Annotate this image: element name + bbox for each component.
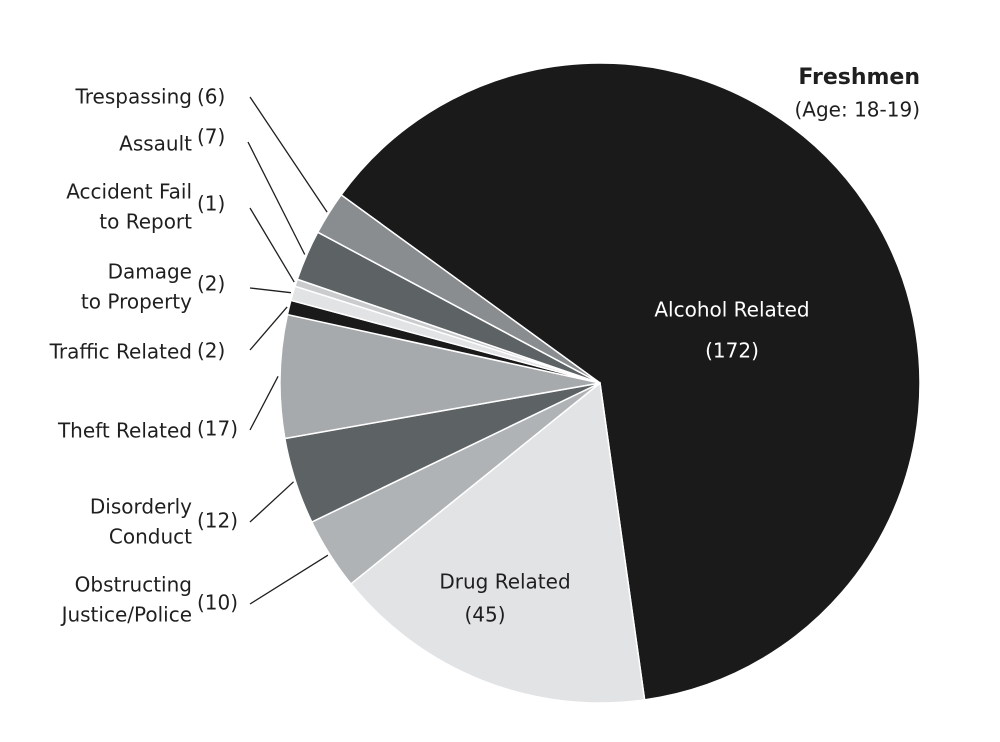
slice-label: Obstructing [75, 573, 192, 597]
pie-slice [340, 62, 921, 701]
leader-line [249, 554, 329, 605]
slice-label: Disorderly [90, 495, 192, 519]
pie-slice [279, 313, 601, 440]
slice-label: Justice/Police [60, 603, 192, 627]
value-label: (6) [197, 85, 225, 109]
leader-line [249, 207, 295, 283]
slice-label: Assault [119, 132, 192, 156]
value-label: (2) [197, 339, 225, 363]
slice-label: Traffic Related [49, 340, 192, 364]
chart-subtitle: (Age: 18-19) [795, 98, 921, 122]
slice-label: Alcohol Related [654, 298, 809, 322]
leader-line [247, 141, 306, 255]
slice-label: Damage [108, 260, 192, 284]
pie-slice [316, 193, 601, 384]
slice-label: Theft Related [57, 419, 192, 443]
value-label: (172) [705, 339, 759, 363]
value-label: (10) [197, 591, 238, 615]
value-label: (1) [197, 192, 225, 216]
pie-slice [349, 381, 646, 704]
leader-line [249, 287, 292, 294]
value-label: (2) [197, 272, 225, 296]
leader-line [249, 481, 294, 523]
value-label: (12) [197, 509, 238, 533]
value-label: (45) [464, 603, 505, 627]
slice-label: Trespassing [74, 85, 192, 109]
slice-label: to Report [99, 210, 192, 234]
slice-label: Accident Fail [66, 180, 192, 204]
chart-title: Freshmen [798, 65, 920, 90]
slice-label: Drug Related [439, 570, 570, 594]
slice-label: to Property [81, 290, 192, 314]
value-label: (17) [197, 417, 238, 441]
leader-line [249, 376, 279, 431]
value-label: (7) [197, 125, 225, 149]
leader-line [249, 306, 288, 351]
slice-label: Conduct [109, 525, 192, 549]
leader-line [249, 96, 328, 213]
